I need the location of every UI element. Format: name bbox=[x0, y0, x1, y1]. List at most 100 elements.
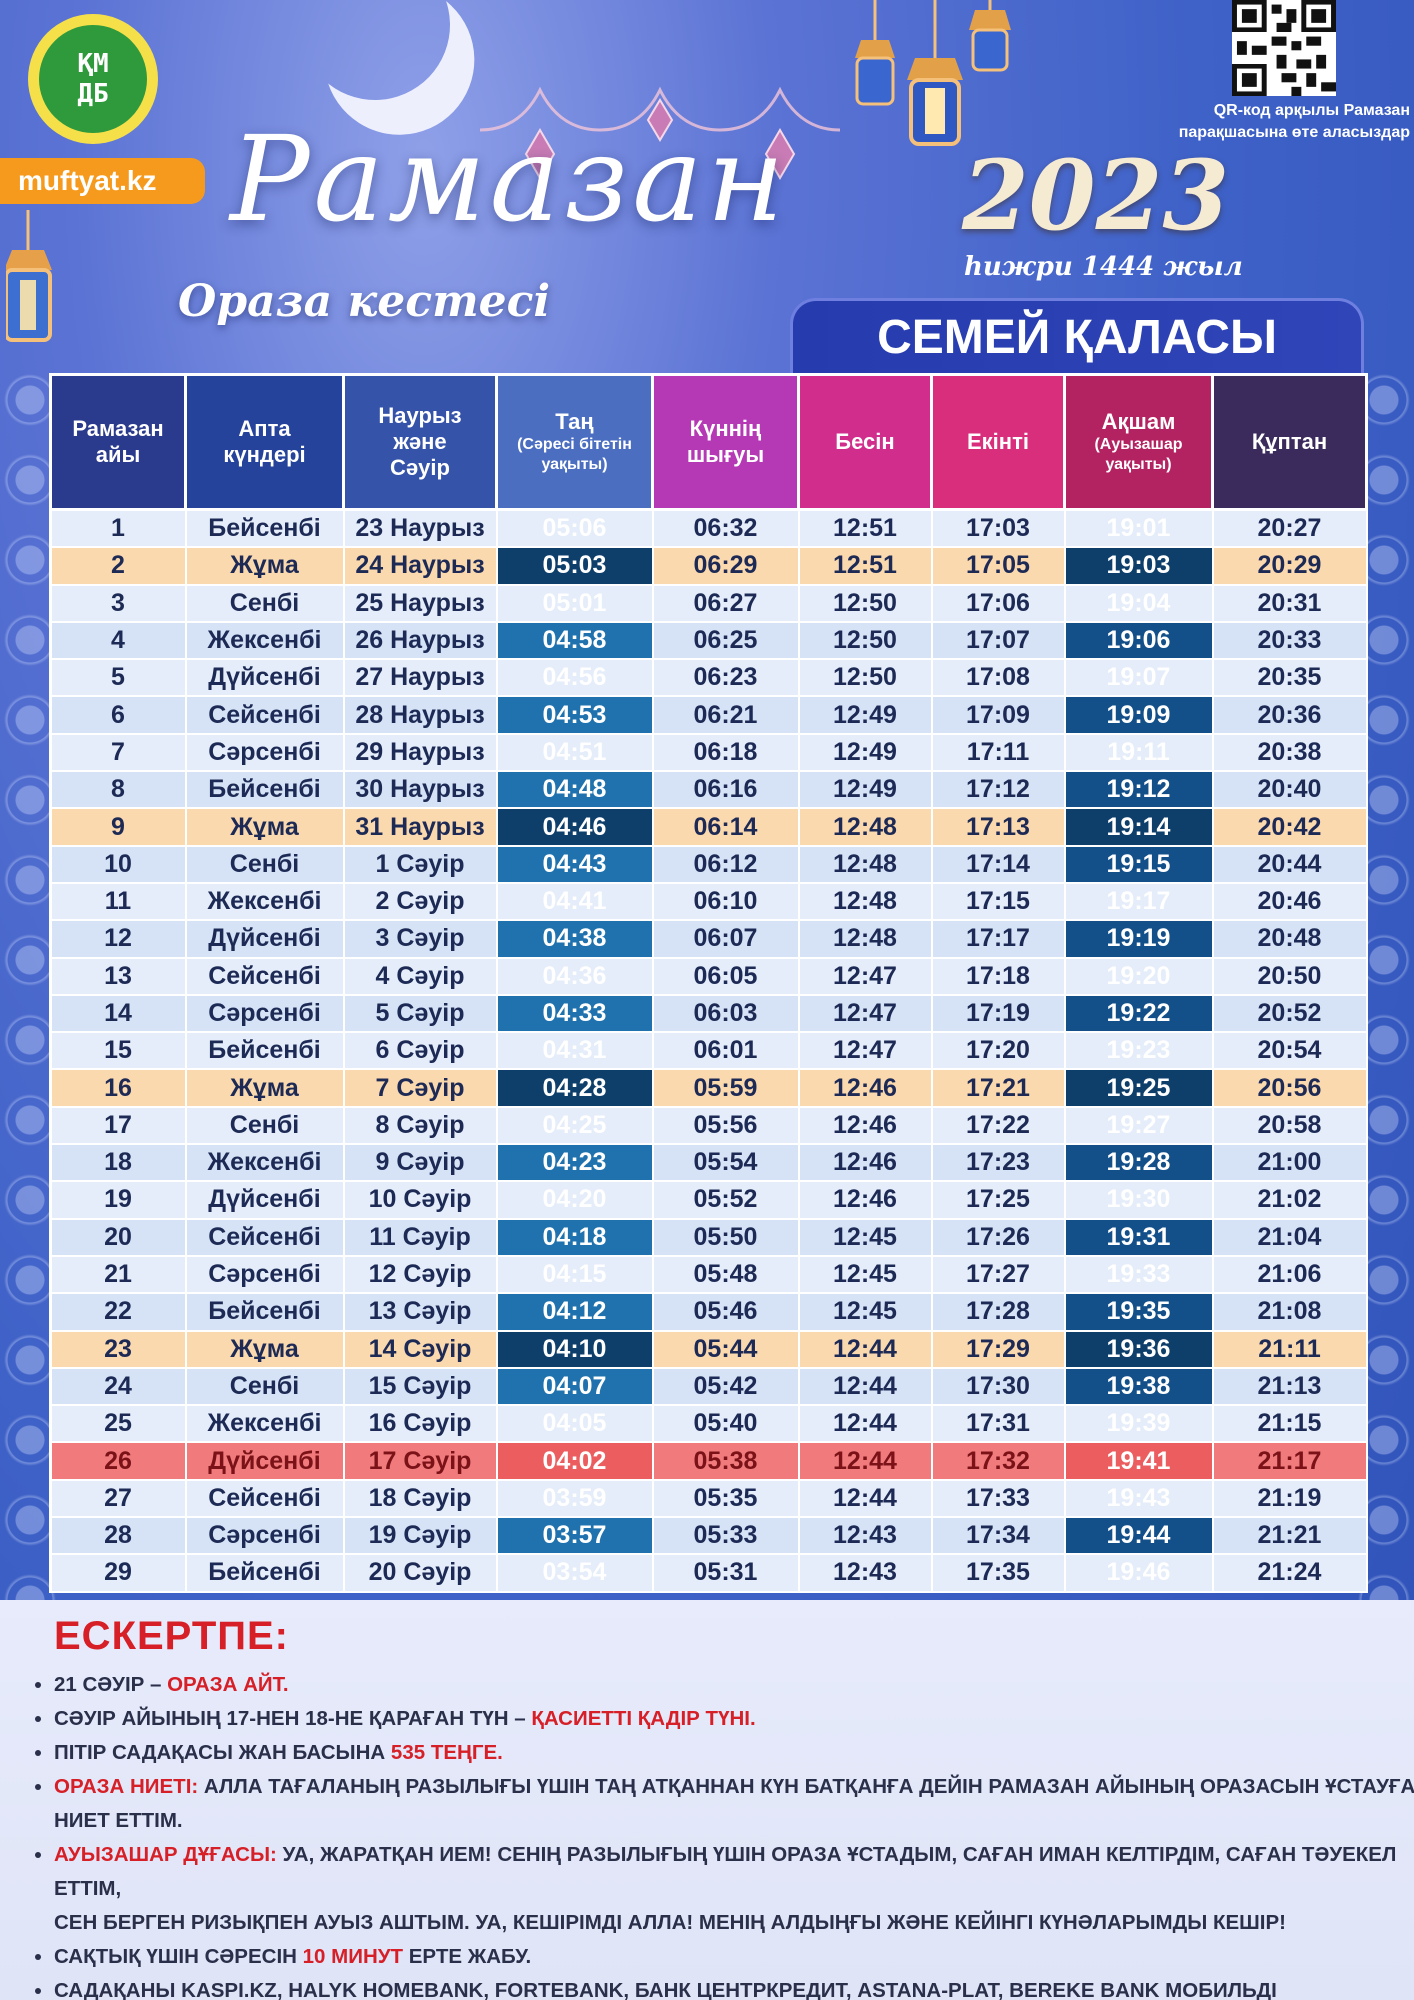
cell-weekday: Жұма bbox=[184, 546, 345, 586]
cell-weekday: Сәрсенбі bbox=[184, 732, 345, 773]
column-header: Бесін bbox=[797, 373, 933, 511]
cell-asr: 17:27 bbox=[930, 1254, 1066, 1295]
table-row: 12 Дүйсенбі 3 Сәуір 04:38 06:07 12:48 17:17 19:… bbox=[49, 919, 1368, 959]
cell-fajr: 04:41 bbox=[495, 881, 654, 922]
cell-isha: 20:46 bbox=[1211, 881, 1368, 922]
cell-day: 7 bbox=[49, 732, 187, 773]
cell-maghrib: 19:17 bbox=[1063, 881, 1214, 922]
cell-date: 8 Сәуір bbox=[342, 1105, 498, 1146]
cell-sunrise: 05:46 bbox=[651, 1292, 800, 1332]
cell-maghrib: 19:14 bbox=[1063, 807, 1214, 847]
cell-isha: 20:50 bbox=[1211, 956, 1368, 996]
cell-sunrise: 05:40 bbox=[651, 1404, 800, 1444]
table-row: 27 Сейсенбі 18 Сәуір 03:59 05:35 12:44 17:33 19… bbox=[49, 1478, 1368, 1519]
logo[interactable]: ҚМ ДБ bbox=[28, 14, 158, 144]
cell-asr: 17:21 bbox=[930, 1068, 1066, 1108]
cell-isha: 21:13 bbox=[1211, 1366, 1368, 1407]
cell-weekday: Сәрсенбі bbox=[184, 1516, 345, 1556]
cell-maghrib: 19:27 bbox=[1063, 1105, 1214, 1146]
logo-text-bottom: ДБ bbox=[77, 79, 109, 109]
cell-isha: 20:38 bbox=[1211, 732, 1368, 773]
cell-fajr: 04:07 bbox=[495, 1366, 654, 1407]
cell-fajr: 04:53 bbox=[495, 695, 654, 735]
cell-day: 22 bbox=[49, 1292, 187, 1332]
cell-date: 17 Сәуір bbox=[342, 1441, 498, 1481]
cell-fajr: 03:59 bbox=[495, 1478, 654, 1519]
cell-asr: 17:12 bbox=[930, 770, 1066, 810]
cell-date: 10 Сәуір bbox=[342, 1180, 498, 1220]
cell-day: 9 bbox=[49, 807, 187, 847]
cell-isha: 20:58 bbox=[1211, 1105, 1368, 1146]
cell-maghrib: 19:39 bbox=[1063, 1404, 1214, 1444]
cell-sunrise: 06:10 bbox=[651, 881, 800, 922]
cell-isha: 21:17 bbox=[1211, 1441, 1368, 1481]
table-row: 2 Жұма 24 Наурыз 05:03 06:29 12:51 17:05 19:03 2… bbox=[49, 546, 1368, 586]
cell-sunrise: 06:32 bbox=[651, 508, 800, 549]
cell-dhuhr: 12:47 bbox=[797, 956, 933, 996]
cell-day: 1 bbox=[49, 508, 187, 549]
table-row: 3 Сенбі 25 Наурыз 05:01 06:27 12:50 17:06 19:04… bbox=[49, 583, 1368, 623]
mosque-arches-icon bbox=[480, 86, 840, 180]
cell-date: 19 Сәуір bbox=[342, 1516, 498, 1556]
cell-isha: 20:36 bbox=[1211, 695, 1368, 735]
logo-text-top: ҚМ bbox=[77, 49, 109, 79]
cell-isha: 21:21 bbox=[1211, 1516, 1368, 1556]
cell-asr: 17:26 bbox=[930, 1217, 1066, 1257]
cell-dhuhr: 12:47 bbox=[797, 1031, 933, 1071]
cell-maghrib: 19:23 bbox=[1063, 1031, 1214, 1071]
table-row: 26 Дүйсенбі 17 Сәуір 04:02 05:38 12:44 17:32 19… bbox=[49, 1441, 1368, 1481]
cell-asr: 17:35 bbox=[930, 1553, 1066, 1593]
cell-dhuhr: 12:46 bbox=[797, 1180, 933, 1220]
cell-fajr: 04:23 bbox=[495, 1143, 654, 1183]
qr-code-icon[interactable] bbox=[1232, 0, 1336, 96]
table-row: 11 Жексенбі 2 Сәуір 04:41 06:10 12:48 17:15 19:… bbox=[49, 881, 1368, 922]
cell-weekday: Жұма bbox=[184, 1329, 345, 1369]
cell-weekday: Жексенбі bbox=[184, 1404, 345, 1444]
cell-day: 2 bbox=[49, 546, 187, 586]
cell-day: 19 bbox=[49, 1180, 187, 1220]
table-row: 9 Жұма 31 Наурыз 04:46 06:14 12:48 17:13 19:14 2… bbox=[49, 807, 1368, 847]
cell-fajr: 05:03 bbox=[495, 546, 654, 586]
cell-fajr: 04:38 bbox=[495, 919, 654, 959]
cell-fajr: 05:01 bbox=[495, 583, 654, 623]
table-row: 28 Сәрсенбі 19 Сәуір 03:57 05:33 12:43 17:34 19… bbox=[49, 1516, 1368, 1556]
cell-weekday: Сейсенбі bbox=[184, 1478, 345, 1519]
cell-day: 10 bbox=[49, 844, 187, 884]
cell-isha: 21:06 bbox=[1211, 1254, 1368, 1295]
column-header: Наурыз және Сәуір bbox=[342, 373, 498, 511]
notes-heading: ЕСКЕРТПЕ: bbox=[54, 1614, 289, 1658]
cell-day: 20 bbox=[49, 1217, 187, 1257]
cell-weekday: Дүйсенбі bbox=[184, 919, 345, 959]
cell-weekday: Бейсенбі bbox=[184, 770, 345, 810]
cell-dhuhr: 12:44 bbox=[797, 1478, 933, 1519]
cell-asr: 17:06 bbox=[930, 583, 1066, 623]
cell-sunrise: 06:03 bbox=[651, 993, 800, 1034]
cell-isha: 20:40 bbox=[1211, 770, 1368, 810]
cell-dhuhr: 12:46 bbox=[797, 1143, 933, 1183]
cell-weekday: Бейсенбі bbox=[184, 508, 345, 549]
cell-day: 23 bbox=[49, 1329, 187, 1369]
cell-dhuhr: 12:45 bbox=[797, 1217, 933, 1257]
cell-asr: 17:22 bbox=[930, 1105, 1066, 1146]
cell-dhuhr: 12:50 bbox=[797, 620, 933, 661]
cell-isha: 20:31 bbox=[1211, 583, 1368, 623]
cell-maghrib: 19:43 bbox=[1063, 1478, 1214, 1519]
cell-fajr: 04:28 bbox=[495, 1068, 654, 1108]
cell-dhuhr: 12:44 bbox=[797, 1329, 933, 1369]
cell-asr: 17:25 bbox=[930, 1180, 1066, 1220]
table-row: 29 Бейсенбі 20 Сәуір 03:54 05:31 12:43 17:35 19… bbox=[49, 1553, 1368, 1593]
table-row: 14 Сәрсенбі 5 Сәуір 04:33 06:03 12:47 17:19 19:… bbox=[49, 993, 1368, 1034]
cell-weekday: Сейсенбі bbox=[184, 1217, 345, 1257]
cell-day: 28 bbox=[49, 1516, 187, 1556]
cell-weekday: Бейсенбі bbox=[184, 1553, 345, 1593]
cell-sunrise: 05:42 bbox=[651, 1366, 800, 1407]
table-row: 15 Бейсенбі 6 Сәуір 04:31 06:01 12:47 17:20 19:… bbox=[49, 1031, 1368, 1071]
cell-day: 18 bbox=[49, 1143, 187, 1183]
table-row: 13 Сейсенбі 4 Сәуір 04:36 06:05 12:47 17:18 19:… bbox=[49, 956, 1368, 996]
cell-weekday: Жұма bbox=[184, 1068, 345, 1108]
cell-dhuhr: 12:51 bbox=[797, 508, 933, 549]
site-link[interactable]: muftyat.kz bbox=[0, 158, 205, 204]
cell-dhuhr: 12:50 bbox=[797, 658, 933, 698]
cell-dhuhr: 12:44 bbox=[797, 1404, 933, 1444]
table-row: 17 Сенбі 8 Сәуір 04:25 05:56 12:46 17:22 19:27 2… bbox=[49, 1105, 1368, 1146]
